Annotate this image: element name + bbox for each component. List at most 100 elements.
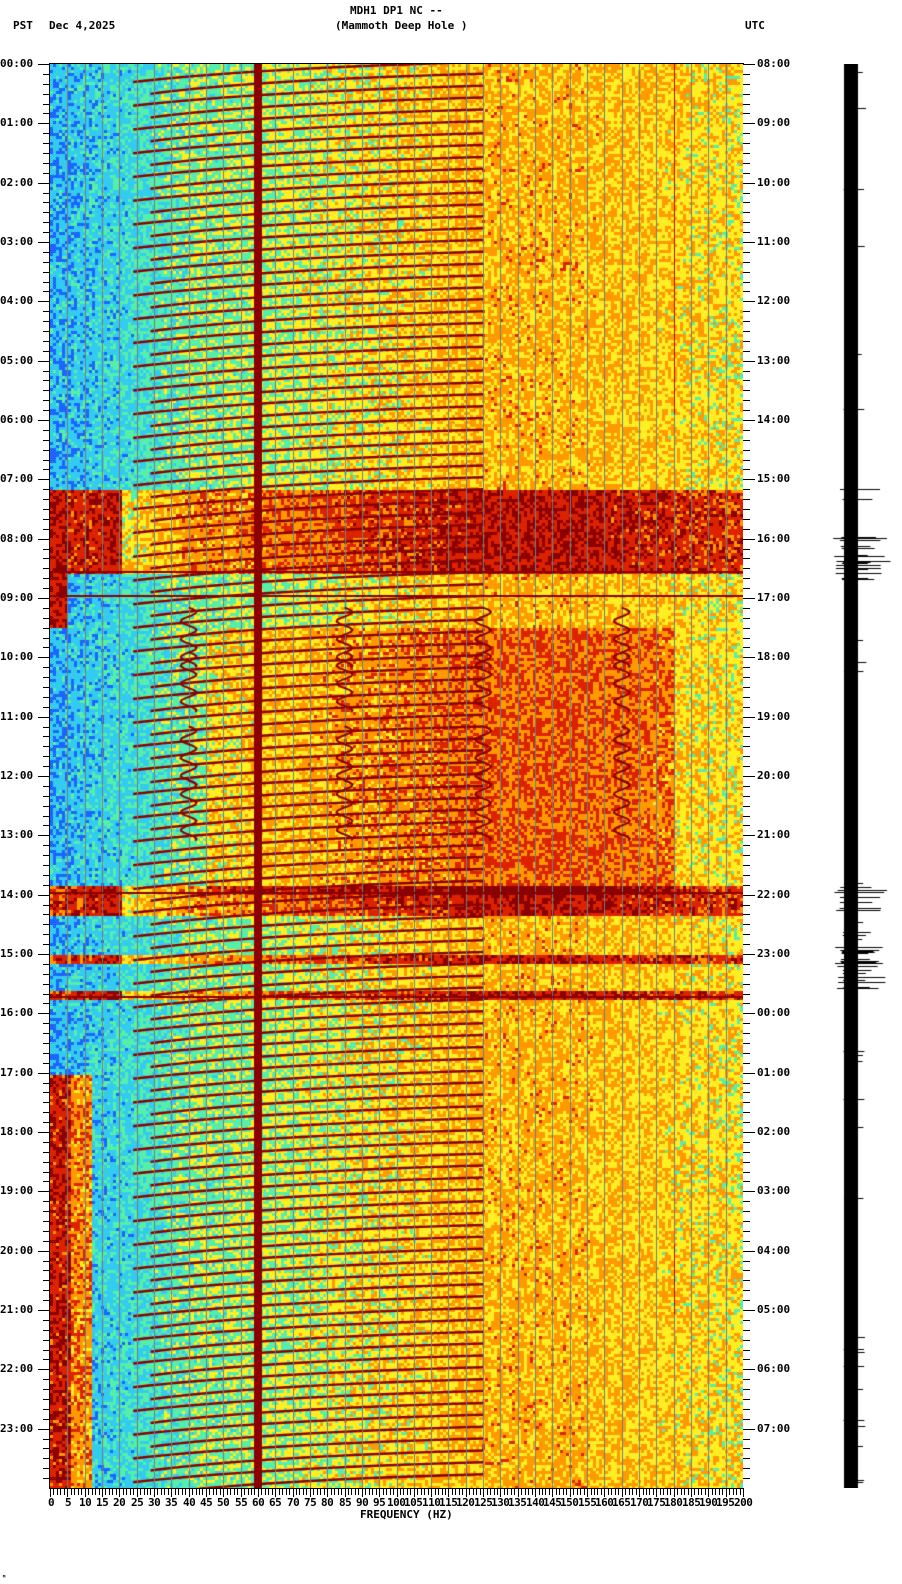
y-label-utc: 16:00 xyxy=(757,532,791,545)
x-tick xyxy=(448,1488,449,1497)
x-tick xyxy=(552,1488,553,1497)
y-tick-left xyxy=(43,687,50,688)
y-tick-right xyxy=(743,1330,750,1331)
y-label-pst: 03:00 xyxy=(0,235,34,248)
left-timezone: PST xyxy=(13,19,33,32)
x-tick xyxy=(71,1488,72,1495)
y-tick-right xyxy=(743,113,750,114)
y-tick-left xyxy=(43,1092,50,1093)
x-tick xyxy=(660,1488,661,1495)
x-tick xyxy=(154,1488,155,1497)
y-tick-left xyxy=(43,885,50,886)
y-tick-left xyxy=(43,964,50,965)
x-tick xyxy=(130,1488,131,1495)
y-tick-left xyxy=(43,1379,50,1380)
x-tick xyxy=(442,1488,443,1495)
x-tick xyxy=(712,1488,713,1495)
y-label-utc: 20:00 xyxy=(757,769,791,782)
y-tick-left xyxy=(43,806,50,807)
y-tick-right xyxy=(743,994,750,995)
x-tick xyxy=(455,1488,456,1495)
y-tick-right xyxy=(743,598,755,599)
x-label: 95 xyxy=(373,1496,386,1509)
y-tick-right xyxy=(743,756,750,757)
y-tick-right xyxy=(743,1241,750,1242)
y-label-utc: 01:00 xyxy=(757,1066,791,1079)
y-tick-right xyxy=(743,1211,750,1212)
y-tick-right xyxy=(743,133,750,134)
x-tick xyxy=(466,1488,467,1497)
y-tick-right xyxy=(743,825,750,826)
y-tick-left xyxy=(43,1468,50,1469)
y-label-utc: 08:00 xyxy=(757,57,791,70)
y-tick-right xyxy=(743,895,755,896)
x-tick xyxy=(511,1488,512,1495)
x-tick xyxy=(123,1488,124,1495)
x-tick xyxy=(719,1488,720,1495)
x-tick xyxy=(369,1488,370,1495)
x-tick xyxy=(445,1488,446,1495)
y-tick-left xyxy=(43,1053,50,1054)
y-tick-right xyxy=(743,321,750,322)
y-label-utc: 07:00 xyxy=(757,1422,791,1435)
y-label-pst: 19:00 xyxy=(0,1184,34,1197)
y-tick-left xyxy=(43,1142,50,1143)
y-tick-left xyxy=(43,173,50,174)
y-label-utc: 19:00 xyxy=(757,710,791,723)
y-tick-right xyxy=(743,1221,750,1222)
y-tick-right xyxy=(743,123,755,124)
x-tick xyxy=(684,1488,685,1495)
y-tick-left xyxy=(43,252,50,253)
x-tick xyxy=(237,1488,238,1495)
y-tick-left xyxy=(43,341,50,342)
y-tick-right xyxy=(743,1023,750,1024)
y-tick-right xyxy=(743,450,750,451)
x-tick xyxy=(726,1488,727,1497)
x-tick xyxy=(320,1488,321,1495)
y-label-utc: 02:00 xyxy=(757,1125,791,1138)
x-tick xyxy=(289,1488,290,1495)
y-tick-left xyxy=(43,796,50,797)
y-tick-left xyxy=(43,1270,50,1271)
y-tick-left xyxy=(43,865,50,866)
y-tick-left xyxy=(43,84,50,85)
x-tick xyxy=(358,1488,359,1495)
x-tick xyxy=(504,1488,505,1495)
y-tick-right xyxy=(743,1251,755,1252)
y-tick-left xyxy=(43,1261,50,1262)
x-tick xyxy=(622,1488,623,1497)
x-label: 200 xyxy=(734,1496,753,1509)
y-tick-right xyxy=(743,380,750,381)
y-tick-right xyxy=(743,855,750,856)
y-tick-left xyxy=(38,776,50,777)
x-tick xyxy=(64,1488,65,1495)
y-tick-right xyxy=(743,677,750,678)
y-tick-left xyxy=(43,202,50,203)
y-label-utc: 06:00 xyxy=(757,1362,791,1375)
y-tick-right xyxy=(743,1389,750,1390)
x-tick xyxy=(92,1488,93,1495)
x-tick xyxy=(629,1488,630,1495)
x-tick xyxy=(355,1488,356,1495)
x-label: 75 xyxy=(304,1496,317,1509)
y-tick-right xyxy=(743,1350,750,1351)
x-tick xyxy=(150,1488,151,1495)
y-tick-right xyxy=(743,1320,750,1321)
y-tick-left xyxy=(43,1083,50,1084)
x-tick xyxy=(261,1488,262,1495)
y-label-pst: 05:00 xyxy=(0,354,34,367)
y-tick-left xyxy=(38,1251,50,1252)
y-tick-left xyxy=(43,578,50,579)
x-label: 120 xyxy=(456,1496,475,1509)
x-label: 50 xyxy=(217,1496,230,1509)
y-tick-right xyxy=(743,1458,750,1459)
y-tick-left xyxy=(43,1290,50,1291)
y-tick-left xyxy=(43,549,50,550)
x-tick xyxy=(476,1488,477,1495)
y-tick-right xyxy=(743,638,750,639)
x-tick xyxy=(556,1488,557,1495)
y-tick-left xyxy=(38,657,50,658)
x-tick xyxy=(729,1488,730,1495)
y-label-utc: 23:00 xyxy=(757,947,791,960)
x-tick xyxy=(694,1488,695,1495)
